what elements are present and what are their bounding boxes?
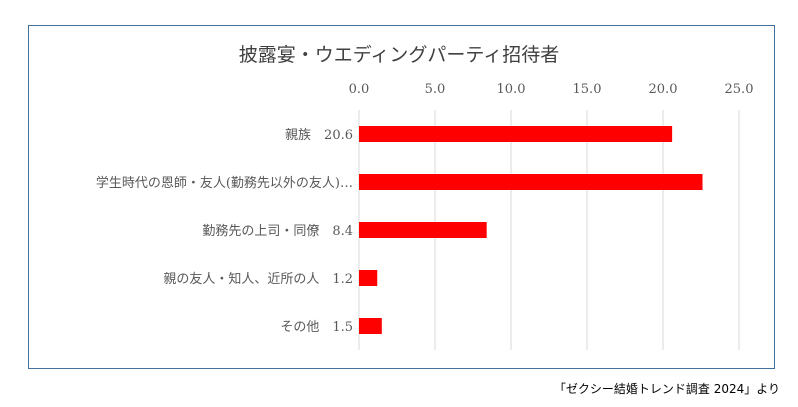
x-tick-label: 20.0 [649,82,678,97]
x-tick-label: 10.0 [497,82,526,97]
bar [359,318,382,334]
category-label: 親の友人・知人、近所の人 1.2 [163,271,353,287]
chart-frame [28,25,775,369]
x-tick-label: 25.0 [725,82,754,97]
bar [359,270,378,286]
category-label: 勤務先の上司・同僚 8.4 [202,224,353,239]
category-label: 親族 20.6 [285,127,353,143]
x-tick-label: 5.0 [425,82,446,97]
bar [359,126,673,142]
x-tick-label: 0.0 [349,82,370,97]
chart-title: 披露宴・ウエディングパーティ招待者 [238,44,560,66]
category-label: その他 1.5 [280,320,353,335]
x-tick-label: 15.0 [573,82,602,97]
bar [359,174,703,190]
source-note: 「ゼクシー結婚トレンド調査 2024」より [553,382,780,396]
category-label: 学生時代の恩師・友人(勤務先以外の友人)… [96,175,353,191]
bar [359,222,487,238]
